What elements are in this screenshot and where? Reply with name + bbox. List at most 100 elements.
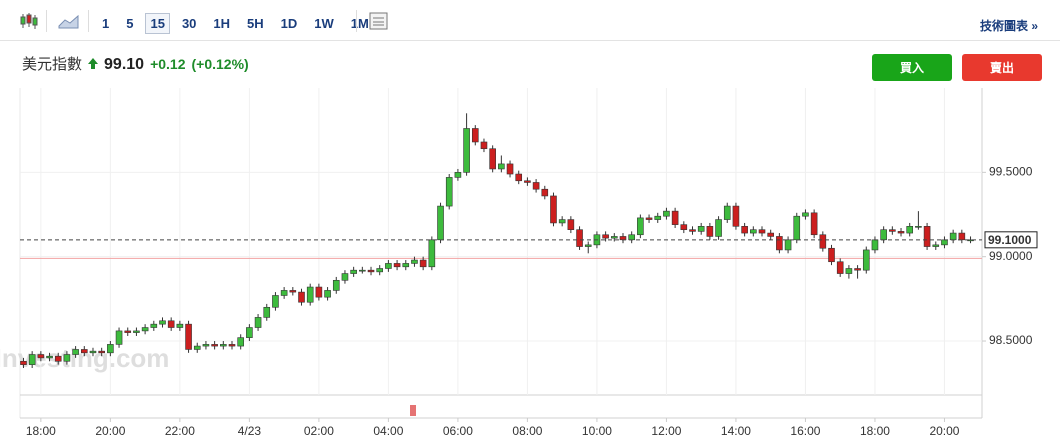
separator (46, 10, 47, 32)
x-tick-label: 06:00 (443, 424, 473, 438)
candle-body (385, 263, 392, 269)
candle-body (671, 210, 679, 225)
area-icon[interactable] (58, 12, 80, 30)
candle-body (211, 344, 218, 347)
candle-body (141, 327, 149, 332)
toolbar: 1 5 15 30 1H 5H 1D 1W 1M 技術圖表 » (0, 0, 1060, 41)
candle-body (819, 234, 827, 249)
candle-body (715, 219, 722, 237)
candle-body (680, 224, 688, 230)
candle-body (480, 141, 488, 150)
interval-button[interactable]: 5H (247, 16, 264, 31)
candle-body (880, 229, 887, 241)
x-tick-label: 4/23 (238, 424, 262, 438)
candle-body (246, 327, 253, 338)
candle-body (185, 323, 192, 350)
interval-button[interactable]: 1M (350, 16, 369, 31)
candle-body (524, 180, 531, 183)
candle-body (107, 344, 114, 354)
candle-body (89, 350, 97, 354)
candle-icon[interactable] (18, 12, 40, 30)
candle-body (80, 349, 88, 354)
interval-button[interactable]: 5 (126, 16, 134, 31)
x-tick-label: 04:00 (373, 424, 403, 438)
candle-body (193, 345, 201, 350)
candle-body (115, 330, 123, 345)
candle-body (419, 259, 427, 268)
candle-body (897, 231, 905, 234)
candle-body (949, 232, 957, 241)
candle-body (584, 244, 592, 247)
candle-body (124, 330, 132, 333)
up-arrow (88, 58, 99, 69)
candle-body (663, 210, 670, 217)
candle-body (915, 226, 922, 228)
interval-button[interactable]: 30 (181, 16, 197, 31)
x-tick-label: 12:00 (651, 424, 681, 438)
candle-body (133, 330, 140, 333)
candle-body (220, 344, 227, 347)
x-tick-label: 16:00 (790, 424, 820, 438)
candle-body (923, 226, 931, 247)
candle-body (645, 217, 653, 220)
candle-body (784, 239, 792, 251)
buy-button[interactable]: 買入 (872, 54, 952, 81)
candle-body (802, 212, 809, 217)
candle-body (315, 286, 323, 298)
interval-button[interactable]: 1H (213, 16, 231, 31)
candle-body (471, 128, 479, 143)
interval-button[interactable]: 1 (102, 16, 110, 31)
candle-body (932, 244, 940, 247)
last-price: 99.10 (104, 56, 145, 73)
candle-body (498, 163, 505, 170)
candle-body (958, 232, 966, 241)
candle-body (202, 344, 210, 347)
change-percent: (+0.12%) (191, 56, 249, 72)
y-tick-label: 99.5000 (989, 165, 1033, 179)
candle-body (359, 269, 366, 272)
interval-button[interactable]: 15 (145, 13, 170, 34)
candle-body (454, 172, 462, 178)
candle-body (298, 291, 305, 303)
event-marker (410, 405, 416, 416)
candle-body (697, 226, 705, 232)
candle-body (428, 239, 436, 268)
interval-button[interactable]: 1D (280, 16, 298, 31)
candle-body (167, 320, 175, 328)
interval-list: 1 5 15 30 1H 5H 1D 1W 1M (97, 13, 381, 34)
candle-body (628, 234, 635, 241)
candle-body (845, 268, 853, 274)
candle-body (732, 205, 740, 227)
candle-body (367, 269, 375, 273)
candle-body (689, 229, 696, 232)
x-tick-label: 22:00 (165, 424, 195, 438)
y-tick-label: 99.0000 (989, 249, 1033, 263)
candle-body (567, 219, 575, 230)
settings-icon[interactable] (368, 12, 390, 30)
candle-body (402, 263, 410, 268)
candle-body (854, 268, 861, 271)
candle-body (602, 234, 609, 239)
last-price-box (984, 231, 1038, 249)
quote-header: 美元指數 99.10 +0.12 (+0.12%) (22, 53, 249, 74)
sell-button[interactable]: 賣出 (962, 54, 1042, 81)
candle-body (828, 247, 835, 263)
candle-body (532, 182, 540, 190)
candle-body (272, 295, 279, 308)
candle-body (967, 239, 974, 242)
candle-body (871, 239, 879, 251)
x-tick-label: 18:00 (26, 424, 56, 438)
candle-body (150, 323, 158, 328)
separator (356, 10, 357, 32)
candle-body (654, 215, 662, 220)
candle-body (159, 320, 166, 325)
candle-body (341, 273, 349, 281)
candle-body (550, 195, 557, 224)
candle-body (750, 229, 757, 234)
candle-body (637, 217, 644, 236)
candle-body (324, 290, 331, 298)
tech-chart-link[interactable]: 技術圖表 » (979, 19, 1038, 33)
candle-body (280, 290, 288, 296)
interval-button[interactable]: 1W (314, 16, 334, 31)
candle-body (63, 354, 71, 362)
